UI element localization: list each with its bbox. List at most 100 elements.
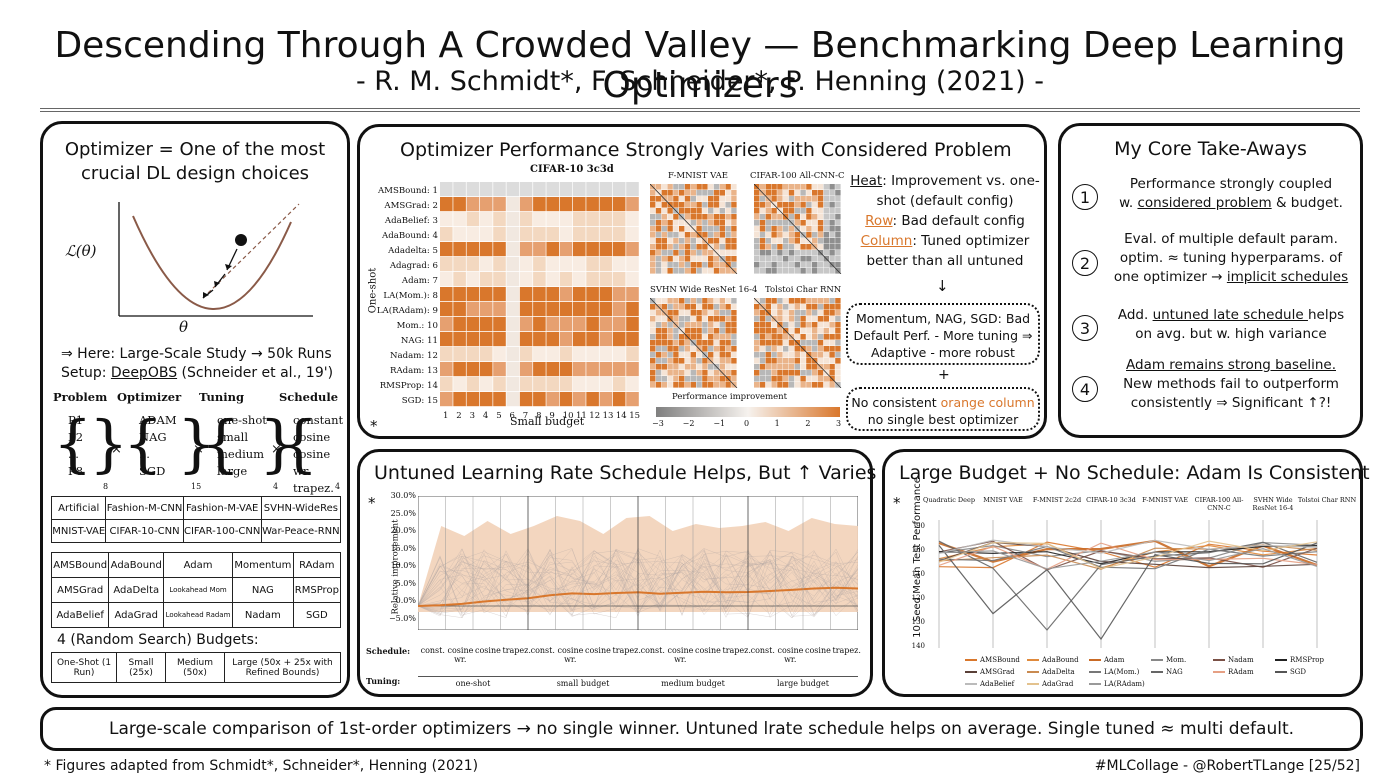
- heatmap-cell: [506, 347, 520, 362]
- mini-heatmap-cell: [829, 184, 835, 190]
- heatmap-cell: [599, 212, 613, 227]
- study-line: ⇒ Here: Large-Scale Study → 50k Runs: [61, 346, 332, 362]
- mini-heatmap-cell: [835, 244, 841, 250]
- mini-heatmap-cell: [800, 190, 806, 196]
- heatmap-cell: [626, 212, 639, 227]
- mini-heatmap-cell: [777, 376, 783, 382]
- mini-heatmap-cell: [835, 220, 841, 226]
- budget-cell: Large (50x + 25x with Refined Bounds): [224, 652, 341, 683]
- mini-heatmap-cell: [667, 256, 673, 262]
- heatmap-cell: [533, 242, 546, 257]
- problem-set: P1 P2... P8: [68, 413, 84, 478]
- heatmap-cell: [573, 287, 586, 302]
- schedule-label: trapez.: [832, 646, 861, 655]
- heatmap-cell: [612, 287, 626, 302]
- mini-heatmap-cell: [719, 190, 725, 196]
- mini-heatmap-cell: [719, 376, 725, 382]
- mini-heatmap-tolstoi: [754, 298, 842, 388]
- mini-heatmap-cell: [719, 334, 725, 340]
- collage-credit: #MLCollage - @RobertTLange [25/52]: [1094, 758, 1360, 774]
- mini-heatmap-cell: [679, 268, 685, 274]
- heatmap-cell: [612, 257, 626, 272]
- mini-heatmap-cell: [754, 208, 760, 214]
- heatmap-cell: [493, 392, 506, 407]
- heatmap-cell: [626, 302, 639, 317]
- optimizer-cell: AdaDelta: [108, 577, 165, 603]
- heatmap-cell: [626, 347, 639, 362]
- mini-heatmap-cell: [812, 256, 818, 262]
- heatmap-cell: [506, 317, 520, 332]
- schedule-x-labels: const. cosine wr. cosine trapez. one-shot con…: [418, 646, 861, 690]
- mini-heatmap-cell: [650, 340, 656, 346]
- schedule-label: const.: [640, 646, 665, 655]
- mini-heatmap-cell: [667, 334, 673, 340]
- mini-heatmap-cell: [655, 316, 662, 322]
- mini-heatmap-cell: [817, 238, 824, 244]
- mini-heatmap-cell: [713, 226, 720, 232]
- mini-heatmap-cell: [754, 214, 760, 220]
- mini-heatmap-cell: [765, 298, 771, 304]
- mini-heatmap-cell: [667, 244, 673, 250]
- mini-heatmap-cell: [719, 232, 725, 238]
- mini-heatmap-cell: [667, 232, 673, 238]
- heatmap-cell: [586, 347, 599, 362]
- mini-heatmap-cell: [835, 226, 841, 232]
- mini-heatmap-cell: [725, 184, 731, 190]
- mini-heatmap-cell: [806, 346, 812, 352]
- mini-heatmap-cell: [661, 358, 667, 364]
- mini-heatmap-cell: [690, 364, 696, 370]
- mini-heatmap-cell: [765, 304, 771, 310]
- tuning-label: one-shot: [418, 676, 528, 688]
- legend-label: NAG: [1166, 668, 1183, 676]
- heatmap-cell: [533, 302, 546, 317]
- legend-swatch: [1089, 683, 1101, 685]
- mini-heatmap-cell: [777, 244, 783, 250]
- mini-heatmap-cell: [783, 340, 789, 346]
- mini-heatmap-cell: [829, 190, 835, 196]
- heatmap-cell: [586, 227, 599, 242]
- mini-heatmap-cell: [817, 226, 824, 232]
- mini-heatmap-cell: [788, 238, 795, 244]
- mini-heatmap-cell: [667, 184, 673, 190]
- mini-heatmap-cell: [765, 268, 771, 274]
- mini-heatmap-cell: [794, 358, 800, 364]
- mini-heatmap-fmnist-vae: [650, 184, 738, 274]
- heatmap-cell: [466, 287, 480, 302]
- mini-heatmap-cell: [655, 352, 662, 358]
- schedule-label: cosine wr.: [667, 646, 694, 664]
- mini-heatmap-cell: [673, 220, 679, 226]
- problem-cell: Fashion-M-CNN: [105, 496, 184, 520]
- mini-heatmap-cell: [788, 262, 795, 268]
- mini-heatmap-cell: [696, 352, 702, 358]
- mini-heatmap-cell: [679, 304, 685, 310]
- legend-item: Adam: [1089, 656, 1124, 664]
- mini-heatmap-cell: [731, 256, 737, 262]
- heatmap-col-label: 9: [549, 411, 555, 421]
- mini-heatmap-cell: [696, 208, 702, 214]
- heatmap-cell: [519, 362, 533, 377]
- mini-heatmap-cell: [731, 238, 737, 244]
- heatmap-col-label: 1: [443, 411, 449, 421]
- mini-heatmap-cell: [667, 328, 673, 334]
- mini-heatmap-cell: [823, 268, 829, 274]
- mini-heatmap-cell: [771, 346, 777, 352]
- heatmap-cell: [586, 242, 599, 257]
- heatmap-cell: [519, 377, 533, 392]
- tuning-label: medium budget: [638, 676, 748, 688]
- mini-heatmap-cell: [673, 262, 679, 268]
- schedule-label: trapez.: [612, 646, 641, 655]
- mini-heatmap-cell: [788, 190, 795, 196]
- mini-heatmap-cell: [829, 196, 835, 202]
- deepobs-link[interactable]: DeepOBS: [110, 365, 178, 381]
- mini-heatmap-cell: [702, 364, 708, 370]
- mini-heatmap-cell: [759, 250, 766, 256]
- mini-heatmap-cell: [667, 268, 673, 274]
- heatmap-col-label: 12: [589, 411, 601, 421]
- mini-heatmap-cell: [806, 268, 812, 274]
- mini-heatmap-cell: [731, 310, 737, 316]
- heatmap-cell: [559, 347, 573, 362]
- mini-heatmap-cell: [719, 316, 725, 322]
- setup-line: Setup: DeepOBS (Schneider et al., 19'): [61, 365, 333, 381]
- mini-heatmap-cell: [800, 298, 806, 304]
- heatmap-cell: [453, 182, 466, 197]
